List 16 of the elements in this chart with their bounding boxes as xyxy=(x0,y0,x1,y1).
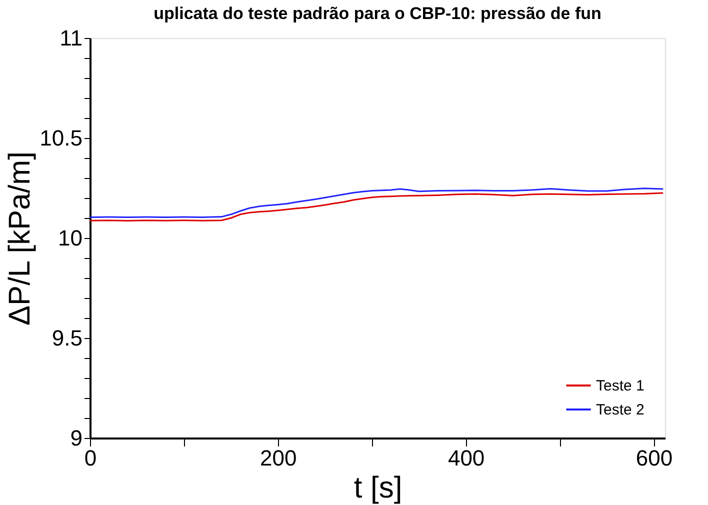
y-tick-label: 10.5 xyxy=(40,126,82,150)
y-tick-label: 11 xyxy=(60,26,82,50)
x-tick-label: 0 xyxy=(84,446,97,470)
y-tick-label: 9 xyxy=(70,426,82,450)
x-tick-label: 600 xyxy=(636,446,673,470)
x-tick-label: 400 xyxy=(448,446,485,470)
legend-label: Teste 1 xyxy=(596,378,644,394)
x-axis-title: t [s] xyxy=(354,472,402,504)
x-tick-label: 200 xyxy=(260,446,297,470)
line-series xyxy=(89,192,664,222)
chart-title: uplicata do teste padrão para o CBP-10: pressão de fun xyxy=(154,4,602,23)
y-axis-title: ΔP/L [kPa/m] xyxy=(4,152,37,326)
y-tick-label: 10 xyxy=(58,226,82,250)
line-series xyxy=(89,188,664,218)
legend-label: Teste 2 xyxy=(596,402,644,418)
y-tick-label: 9.5 xyxy=(52,326,82,350)
